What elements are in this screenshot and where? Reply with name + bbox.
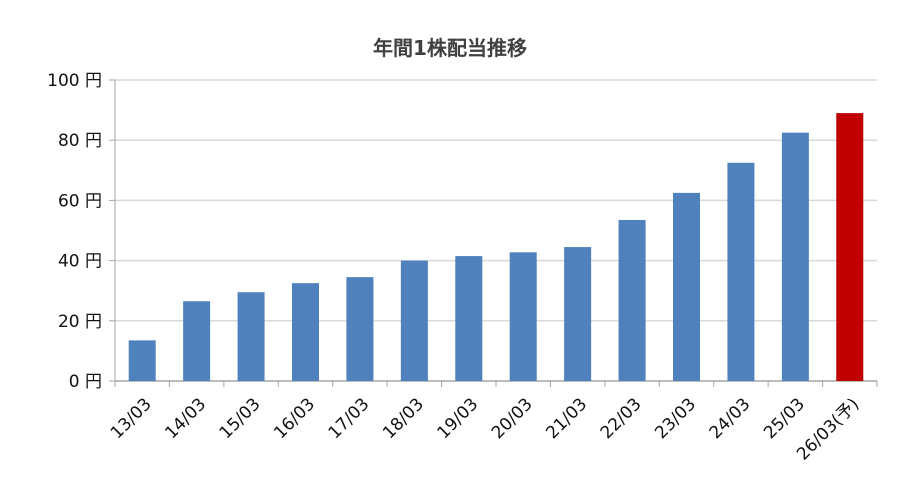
x-tick-label: 21/03 [542, 394, 591, 443]
bar [346, 277, 374, 381]
x-tick-label: 17/03 [325, 394, 374, 443]
bars [128, 113, 864, 382]
y-tick-label: 80 円 [58, 131, 102, 151]
bar-forecast [836, 113, 864, 382]
bar [673, 192, 700, 381]
x-tick-label: 22/03 [597, 394, 646, 443]
bar [509, 252, 537, 381]
x-tick-label: 25/03 [760, 394, 809, 443]
gridlines [115, 79, 877, 322]
bar [727, 162, 755, 381]
bar [292, 283, 319, 381]
bar [400, 260, 428, 381]
bar [237, 292, 265, 381]
bar [128, 340, 156, 381]
axes [109, 79, 878, 387]
x-tick-label: 16/03 [270, 394, 319, 443]
x-tick-label: 18/03 [379, 394, 428, 443]
x-axis-ticks: 13/03 14/03 15/03 16/03 17/03 18/03 19/03 20/03… [107, 394, 863, 464]
y-axis-ticks: 0 円 20 円 40 円 60 円 80 円 100 円 [47, 71, 102, 392]
x-tick-label: 24/03 [706, 394, 755, 443]
chart-title: 年間1株配当推移 [373, 36, 527, 60]
x-tick-label: 14/03 [161, 394, 210, 443]
bar [564, 247, 592, 381]
bar [781, 132, 809, 381]
bar [618, 219, 646, 381]
x-tick-label: 20/03 [488, 394, 537, 443]
x-tick-label: 23/03 [651, 394, 700, 443]
y-tick-label: 60 円 [58, 191, 102, 211]
x-tick-label: 15/03 [216, 394, 265, 443]
x-tick-label: 19/03 [434, 394, 483, 443]
x-tick-label: 13/03 [107, 394, 156, 443]
bar [183, 301, 211, 381]
y-tick-label: 40 円 [58, 252, 102, 272]
bar [455, 256, 483, 381]
y-tick-label: 0 円 [69, 372, 102, 392]
y-tick-label: 20 円 [58, 312, 102, 332]
y-tick-label: 100 円 [47, 71, 102, 91]
